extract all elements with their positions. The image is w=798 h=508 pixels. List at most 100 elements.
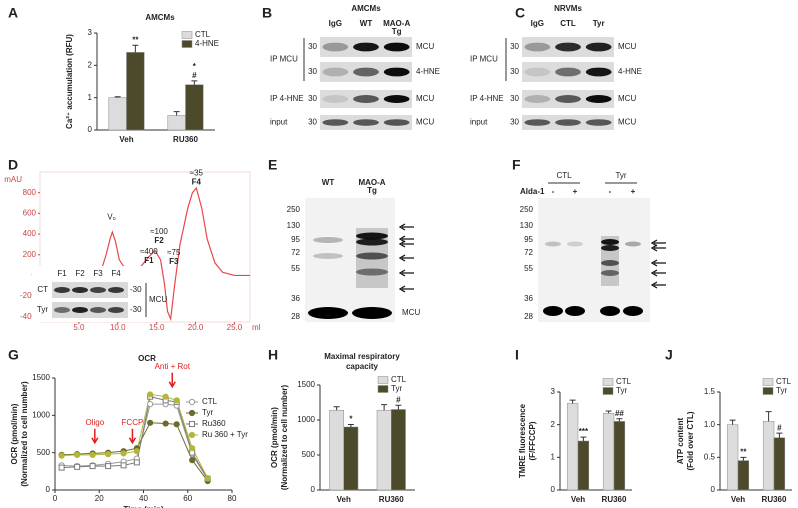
significance: ** bbox=[740, 447, 747, 456]
y-tick-label: 1 bbox=[551, 452, 556, 461]
band bbox=[308, 307, 348, 319]
marker bbox=[147, 391, 154, 398]
y-tick-label: 600 bbox=[23, 208, 37, 217]
bar bbox=[726, 424, 739, 491]
bar bbox=[773, 437, 786, 491]
x-axis-label: Time (min) bbox=[123, 505, 164, 508]
blot-title: AMCMs bbox=[351, 4, 381, 13]
band bbox=[601, 260, 619, 266]
peak-label: F1 bbox=[144, 256, 154, 265]
marker bbox=[173, 421, 180, 428]
legend-label: Tyr bbox=[202, 408, 213, 417]
y-tick-label: 800 bbox=[23, 188, 37, 197]
annotation-arrow bbox=[91, 428, 99, 445]
band bbox=[353, 42, 379, 52]
peak-label: V₀ bbox=[107, 213, 116, 222]
strip-label: MCU bbox=[618, 118, 636, 127]
panel-letter: E bbox=[268, 157, 277, 173]
error-bar bbox=[569, 399, 576, 404]
y-axis-label-line: OCR (pmol/min) bbox=[10, 403, 19, 464]
marker bbox=[120, 462, 127, 469]
significance: * bbox=[193, 62, 197, 71]
mw-label: 28 bbox=[291, 312, 300, 321]
marker bbox=[147, 401, 154, 408]
arrow bbox=[398, 285, 414, 293]
mw-label: 30 bbox=[308, 67, 317, 76]
gel bbox=[538, 198, 650, 322]
strip-label: MCU bbox=[416, 42, 434, 51]
y-axis-label-line: TMRE fluorescence bbox=[518, 403, 527, 478]
error-bar bbox=[765, 411, 772, 422]
x-tick-label: 15.0 bbox=[149, 323, 165, 332]
legend-marker bbox=[189, 421, 195, 427]
sign: + bbox=[631, 187, 636, 196]
band bbox=[356, 232, 388, 240]
x-tick-label: 40 bbox=[139, 494, 148, 503]
sign: + bbox=[573, 187, 578, 196]
bar bbox=[329, 409, 344, 491]
bar bbox=[577, 440, 590, 491]
panel-letter: H bbox=[268, 347, 278, 363]
series-line bbox=[61, 403, 209, 480]
y-axis-label-line: ATP content bbox=[676, 417, 685, 464]
band bbox=[90, 287, 106, 293]
y-tick-label: 0 bbox=[88, 125, 93, 134]
legend-label: Tyr bbox=[616, 386, 627, 395]
legend-label: Tyr bbox=[776, 386, 787, 395]
bar bbox=[566, 403, 579, 491]
band bbox=[322, 42, 349, 52]
lane-label: IgG bbox=[531, 19, 544, 28]
fraction-label: F2 bbox=[75, 269, 85, 278]
fraction-label: F1 bbox=[57, 269, 67, 278]
blot-label: MCU bbox=[149, 295, 167, 304]
y-tick-label: 1500 bbox=[32, 373, 50, 382]
arrow bbox=[650, 269, 666, 277]
band bbox=[524, 119, 551, 126]
fraction-label: F4 bbox=[111, 269, 121, 278]
panel-letter: D bbox=[8, 157, 18, 173]
band bbox=[108, 287, 124, 293]
mw-label: 30 bbox=[510, 67, 519, 76]
lane-label: WT bbox=[360, 19, 373, 28]
marker bbox=[74, 451, 81, 459]
panel-letter: C bbox=[515, 5, 525, 21]
band bbox=[356, 252, 388, 260]
marker bbox=[58, 452, 65, 459]
error-bar bbox=[333, 406, 340, 411]
y-tick-label: -400 bbox=[20, 312, 37, 321]
band bbox=[567, 241, 583, 247]
mw-label: 130 bbox=[287, 221, 301, 230]
significance: # bbox=[396, 395, 401, 404]
x-tick-label: 25.0 bbox=[227, 323, 243, 332]
significance: *** bbox=[579, 427, 589, 436]
y-tick-label: 0 bbox=[46, 485, 51, 494]
legend-marker bbox=[188, 431, 196, 439]
mw-label: 28 bbox=[524, 312, 533, 321]
y-tick-label: 1000 bbox=[297, 415, 315, 424]
lane-label: MAO-A bbox=[358, 178, 385, 187]
error-bar bbox=[347, 424, 354, 427]
legend-label: Tyr bbox=[391, 384, 402, 393]
marker bbox=[74, 463, 81, 470]
band bbox=[565, 306, 585, 316]
legend-swatch bbox=[602, 387, 614, 395]
annotation-arrow bbox=[168, 372, 176, 389]
marker bbox=[189, 457, 196, 464]
significance: ## bbox=[615, 409, 624, 418]
y-axis-label: mAU bbox=[4, 175, 22, 184]
chart-title: Maximal respiratory bbox=[324, 352, 400, 361]
mw-label: 95 bbox=[524, 235, 533, 244]
legend-label: CTL bbox=[195, 30, 211, 39]
chart-title: OCR bbox=[138, 354, 156, 363]
y-axis-label: OCR (pmol/min) (Normalized to cell number… bbox=[10, 381, 29, 487]
band bbox=[313, 237, 343, 243]
legend-swatch bbox=[377, 385, 389, 393]
peak-label: F3 bbox=[169, 257, 179, 266]
gel bbox=[305, 198, 395, 322]
band bbox=[353, 67, 379, 77]
y-tick-label: 1.0 bbox=[704, 420, 716, 429]
group-label: CTL bbox=[556, 171, 572, 180]
marker bbox=[58, 464, 65, 471]
x-tick-label: Veh bbox=[571, 495, 585, 504]
y-axis-label: ATP content (Fold over CTL) bbox=[676, 411, 695, 470]
